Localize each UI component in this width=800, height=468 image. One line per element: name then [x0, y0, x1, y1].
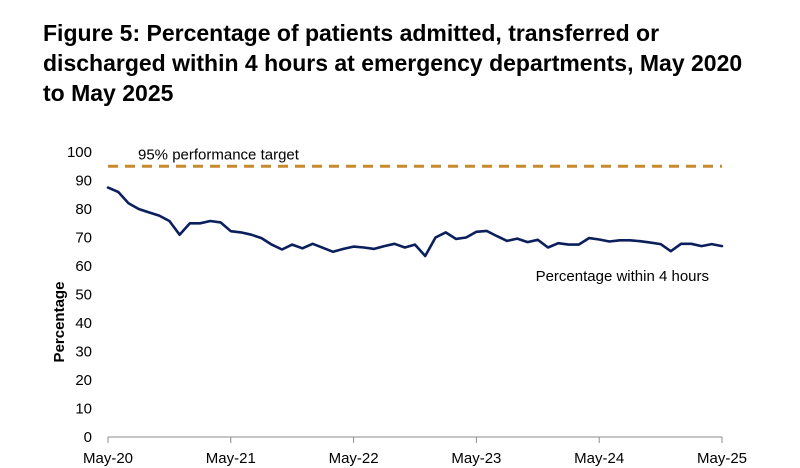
x-tick-label: May-23 [451, 450, 501, 467]
y-tick-label: 20 [75, 372, 92, 389]
x-tick-label: May-21 [206, 450, 256, 467]
series-line [106, 186, 724, 258]
y-tick-label: 30 [75, 344, 92, 361]
y-tick-label: 40 [75, 315, 92, 332]
y-tick-label: 80 [75, 201, 92, 218]
y-tick-label: 0 [84, 429, 92, 446]
x-tick-label: May-22 [329, 450, 379, 467]
target-reference-label: 95% performance target [138, 146, 300, 163]
x-axis: May-20 May-21 May-22 May-23 May-24 May-25 [83, 436, 747, 467]
y-tick-label: 90 [75, 173, 92, 190]
y-tick-label: 10 [75, 401, 92, 418]
x-tick-label: May-20 [83, 450, 133, 467]
y-axis: 0 10 20 30 40 50 60 70 80 90 100 [67, 144, 92, 446]
y-axis-title: Percentage [51, 282, 68, 363]
y-tick-label: 70 [75, 230, 92, 247]
chart-title: Figure 5: Percentage of patients admitte… [43, 20, 743, 106]
y-tick-label: 60 [75, 258, 92, 275]
x-tick-label: May-25 [697, 450, 747, 467]
y-tick-label: 50 [75, 287, 92, 304]
series-annotation: Percentage within 4 hours [536, 268, 709, 285]
y-tick-label: 100 [67, 144, 92, 161]
reference-lines: 95% performance target [108, 146, 722, 168]
series-group [106, 186, 724, 258]
x-tick-label: May-24 [574, 450, 624, 467]
